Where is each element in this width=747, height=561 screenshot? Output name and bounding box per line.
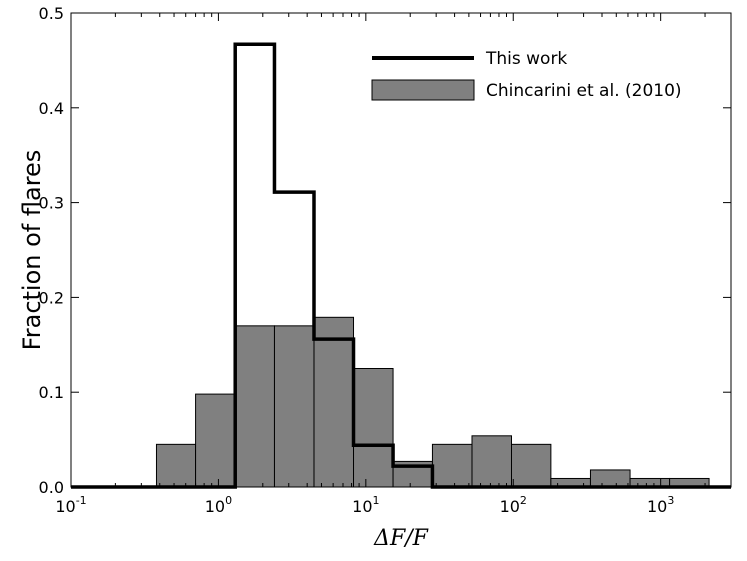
step-line-this-work bbox=[71, 42, 731, 489]
step-histogram bbox=[71, 42, 731, 489]
y-axis-label: Fraction of flares bbox=[18, 150, 46, 351]
legend-bar-swatch bbox=[371, 79, 475, 101]
x-tick-label-3: 102 bbox=[500, 494, 527, 516]
bar-chincarini-4 bbox=[313, 316, 355, 488]
y-tick-label-4: 0.4 bbox=[39, 99, 64, 118]
x-tick-label-0: 10-1 bbox=[55, 494, 86, 516]
y-tick-label-3: 0.3 bbox=[39, 194, 64, 213]
bar-chincarini-2 bbox=[234, 325, 275, 488]
y-tick-label-2: 0.2 bbox=[39, 288, 64, 307]
histogram-bars bbox=[155, 316, 710, 488]
y-tick-label-0: 0.0 bbox=[39, 478, 64, 497]
axis-ticks bbox=[70, 12, 731, 488]
y-tick-label-5: 0.5 bbox=[39, 4, 64, 23]
legend: This work Chincarini et al. (2010) bbox=[371, 49, 682, 101]
bar-chincarini-0 bbox=[155, 443, 197, 488]
x-axis-label: ΔF/F bbox=[373, 526, 429, 551]
tick-labels: 10-1 100 101 102 103 0.0 0.1 0.2 0.3 0.4 0.5 bbox=[39, 4, 675, 516]
bar-chincarini-5 bbox=[353, 368, 394, 488]
x-tick-label-4: 103 bbox=[647, 494, 674, 516]
bar-chincarini-9 bbox=[510, 443, 552, 488]
legend-label-chincarini: Chincarini et al. (2010) bbox=[486, 81, 682, 101]
bar-chincarini-8 bbox=[471, 435, 512, 488]
plot-frame bbox=[70, 12, 732, 488]
y-tick-label-1: 0.1 bbox=[39, 383, 64, 402]
legend-label-this-work: This work bbox=[485, 49, 567, 69]
bar-chincarini-3 bbox=[273, 325, 315, 488]
bar-chincarini-7 bbox=[431, 443, 473, 488]
x-tick-label-2: 101 bbox=[352, 494, 379, 516]
bar-chincarini-11 bbox=[589, 469, 631, 488]
x-tick-label-1: 100 bbox=[205, 494, 232, 516]
bar-chincarini-1 bbox=[195, 393, 236, 488]
